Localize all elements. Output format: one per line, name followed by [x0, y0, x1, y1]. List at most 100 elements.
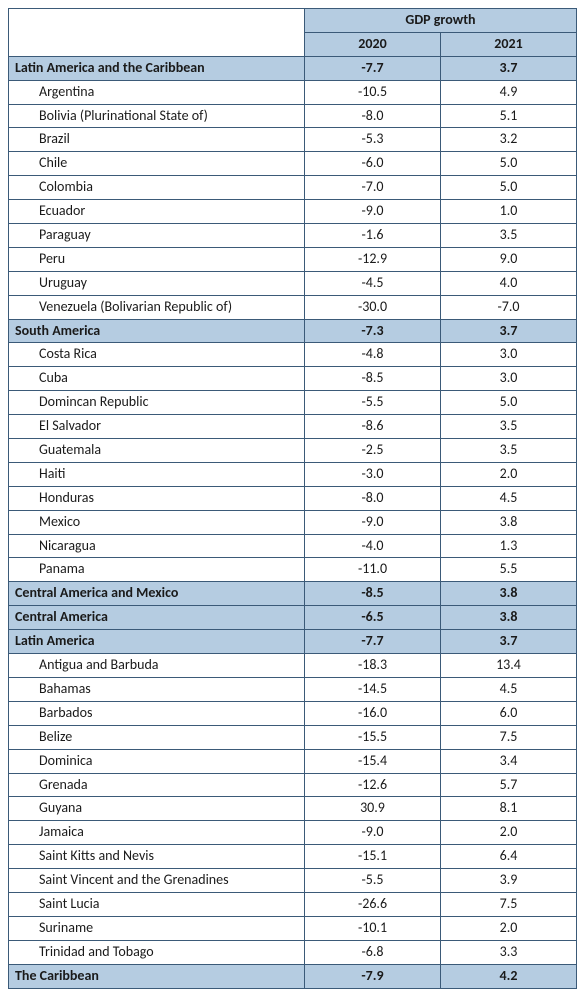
region-name: South America: [9, 319, 305, 343]
country-row: Bahamas-14.54.5: [9, 677, 577, 701]
value-2021: 3.7: [441, 630, 577, 654]
value-2021: 9.0: [441, 247, 577, 271]
country-row: Grenada-12.65.7: [9, 773, 577, 797]
country-row: Haiti-3.02.0: [9, 462, 577, 486]
value-2020: -4.8: [305, 343, 441, 367]
country-name: Dominica: [9, 749, 305, 773]
country-name: Costa Rica: [9, 343, 305, 367]
value-2020: -11.0: [305, 558, 441, 582]
value-2021: 3.9: [441, 869, 577, 893]
value-2020: -9.0: [305, 200, 441, 224]
country-name: Belize: [9, 725, 305, 749]
country-name: Nicaragua: [9, 534, 305, 558]
country-name: Chile: [9, 152, 305, 176]
value-2020: -8.5: [305, 367, 441, 391]
value-2021: 7.5: [441, 725, 577, 749]
header-year-2020: 2020: [305, 32, 441, 56]
country-name: Jamaica: [9, 821, 305, 845]
country-name: Haiti: [9, 462, 305, 486]
value-2020: 30.9: [305, 797, 441, 821]
country-name: Saint Lucia: [9, 892, 305, 916]
value-2020: -7.0: [305, 176, 441, 200]
country-name: Panama: [9, 558, 305, 582]
value-2021: 4.9: [441, 80, 577, 104]
value-2020: -7.7: [305, 630, 441, 654]
country-row: Argentina-10.54.9: [9, 80, 577, 104]
country-row: Paraguay-1.63.5: [9, 224, 577, 248]
value-2021: -7.0: [441, 295, 577, 319]
country-name: Bahamas: [9, 677, 305, 701]
value-2020: -30.0: [305, 295, 441, 319]
value-2021: 13.4: [441, 654, 577, 678]
value-2021: 1.3: [441, 534, 577, 558]
country-name: Mexico: [9, 510, 305, 534]
country-row: Brazil-5.33.2: [9, 128, 577, 152]
value-2021: 3.8: [441, 582, 577, 606]
country-row: Venezuela (Bolivarian Republic of)-30.0-…: [9, 295, 577, 319]
region-name: The Caribbean: [9, 964, 305, 988]
country-name: Guatemala: [9, 439, 305, 463]
header-blank: [9, 9, 305, 57]
region-name: Latin America and the Caribbean: [9, 56, 305, 80]
value-2021: 5.7: [441, 773, 577, 797]
country-row: Saint Vincent and the Grenadines-5.53.9: [9, 869, 577, 893]
value-2021: 5.0: [441, 391, 577, 415]
country-row: Barbados-16.06.0: [9, 701, 577, 725]
gdp-growth-table: GDP growth 2020 2021 Latin America and t…: [8, 8, 577, 989]
country-row: Chile-6.05.0: [9, 152, 577, 176]
region-row: South America-7.33.7: [9, 319, 577, 343]
country-row: Saint Kitts and Nevis-15.16.4: [9, 845, 577, 869]
value-2020: -9.0: [305, 821, 441, 845]
value-2021: 3.3: [441, 940, 577, 964]
country-row: Bolivia (Plurinational State of)-8.05.1: [9, 104, 577, 128]
value-2021: 1.0: [441, 200, 577, 224]
country-name: Saint Vincent and the Grenadines: [9, 869, 305, 893]
value-2020: -15.4: [305, 749, 441, 773]
value-2021: 6.4: [441, 845, 577, 869]
value-2021: 3.0: [441, 343, 577, 367]
value-2020: -10.5: [305, 80, 441, 104]
value-2020: -8.6: [305, 415, 441, 439]
value-2021: 3.2: [441, 128, 577, 152]
value-2020: -4.5: [305, 271, 441, 295]
value-2020: -18.3: [305, 654, 441, 678]
value-2020: -4.0: [305, 534, 441, 558]
value-2020: -8.0: [305, 104, 441, 128]
country-name: Trinidad and Tobago: [9, 940, 305, 964]
country-row: Panama-11.05.5: [9, 558, 577, 582]
region-row: The Caribbean-7.94.2: [9, 964, 577, 988]
country-name: Bolivia (Plurinational State of): [9, 104, 305, 128]
value-2021: 5.0: [441, 152, 577, 176]
value-2020: -16.0: [305, 701, 441, 725]
country-row: Guyana30.98.1: [9, 797, 577, 821]
value-2021: 8.1: [441, 797, 577, 821]
country-name: Paraguay: [9, 224, 305, 248]
country-row: Mexico-9.03.8: [9, 510, 577, 534]
value-2020: -7.9: [305, 964, 441, 988]
country-row: Antigua and Barbuda-18.313.4: [9, 654, 577, 678]
country-name: Honduras: [9, 486, 305, 510]
value-2021: 6.0: [441, 701, 577, 725]
value-2020: -5.5: [305, 869, 441, 893]
value-2020: -8.0: [305, 486, 441, 510]
country-row: Domincan Republic-5.55.0: [9, 391, 577, 415]
value-2020: -5.3: [305, 128, 441, 152]
country-name: Antigua and Barbuda: [9, 654, 305, 678]
value-2021: 3.4: [441, 749, 577, 773]
region-row: Central America-6.53.8: [9, 606, 577, 630]
region-name: Central America and Mexico: [9, 582, 305, 606]
value-2021: 3.5: [441, 415, 577, 439]
region-name: Latin America: [9, 630, 305, 654]
value-2021: 7.5: [441, 892, 577, 916]
country-row: El Salvador-8.63.5: [9, 415, 577, 439]
region-row: Latin America-7.73.7: [9, 630, 577, 654]
header-title: GDP growth: [305, 9, 577, 33]
country-name: Barbados: [9, 701, 305, 725]
country-row: Saint Lucia-26.67.5: [9, 892, 577, 916]
country-name: Domincan Republic: [9, 391, 305, 415]
value-2021: 4.5: [441, 486, 577, 510]
value-2021: 4.2: [441, 964, 577, 988]
value-2021: 5.1: [441, 104, 577, 128]
country-name: Saint Kitts and Nevis: [9, 845, 305, 869]
country-name: Venezuela (Bolivarian Republic of): [9, 295, 305, 319]
